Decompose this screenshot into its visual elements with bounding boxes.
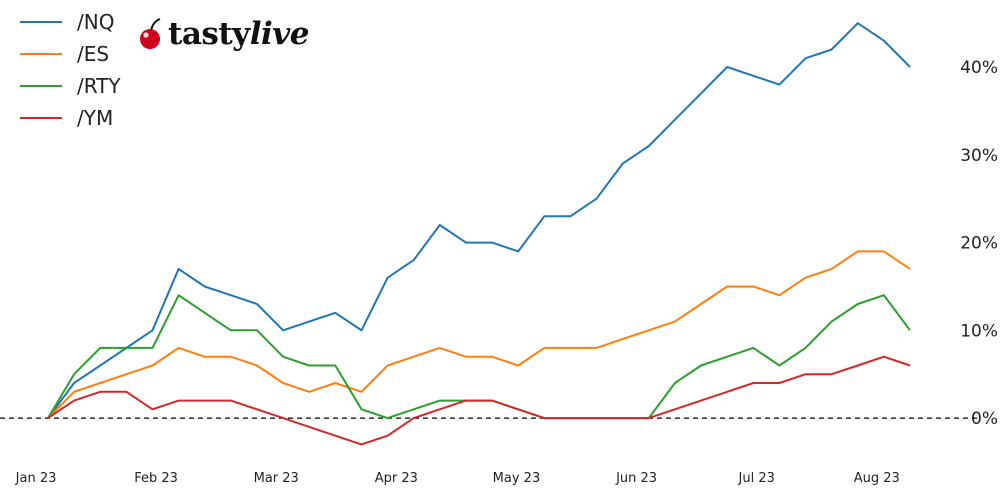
legend: /NQ /ES /RTY /YM: [20, 6, 121, 134]
x-tick-label: Mar 23: [254, 471, 299, 486]
logo-wordmark: tastylive: [168, 16, 310, 52]
series-line-nq: [47, 22, 911, 419]
x-tick-label: Aug 23: [854, 471, 900, 486]
series-line-ym: [47, 355, 911, 446]
cherry-icon: [140, 18, 161, 49]
legend-swatch-es: [20, 53, 62, 55]
x-tick-label: Jan 23: [15, 471, 57, 486]
y-tick-label: 0%: [971, 409, 998, 429]
legend-label-es: /ES: [77, 42, 110, 66]
y-tick-label: 40%: [960, 58, 998, 78]
x-tick-label: Feb 23: [134, 471, 178, 486]
legend-label-rty: /RTY: [77, 74, 121, 98]
y-tick-label: 20%: [960, 234, 998, 254]
series-lines: [47, 22, 911, 446]
legend-item-nq: /NQ: [20, 6, 121, 38]
x-tick-label: Jun 23: [615, 471, 657, 486]
y-axis-ticks: 0% 10% 20% 30% 40%: [960, 58, 998, 429]
legend-swatch-ym: [20, 117, 62, 119]
x-tick-label: May 23: [493, 471, 541, 486]
y-tick-label: 30%: [960, 146, 998, 166]
x-tick-label: Jul 23: [738, 471, 775, 486]
legend-swatch-nq: [20, 21, 62, 23]
legend-item-rty: /RTY: [20, 70, 121, 102]
legend-label-nq: /NQ: [77, 10, 115, 34]
y-tick-label: 10%: [960, 321, 998, 341]
legend-label-ym: /YM: [77, 106, 114, 130]
tastylive-logo: tastylive: [136, 16, 310, 52]
logo-text-live: live: [249, 16, 310, 52]
legend-item-ym: /YM: [20, 102, 121, 134]
series-line-es: [47, 250, 911, 419]
legend-swatch-rty: [20, 85, 62, 87]
logo-text-tasty: tasty: [168, 16, 250, 52]
legend-item-es: /ES: [20, 38, 121, 70]
x-tick-label: Apr 23: [375, 471, 418, 486]
x-axis-ticks: Jan 23 Feb 23 Mar 23 Apr 23 May 23 Jun 23 Jul …: [15, 471, 900, 486]
